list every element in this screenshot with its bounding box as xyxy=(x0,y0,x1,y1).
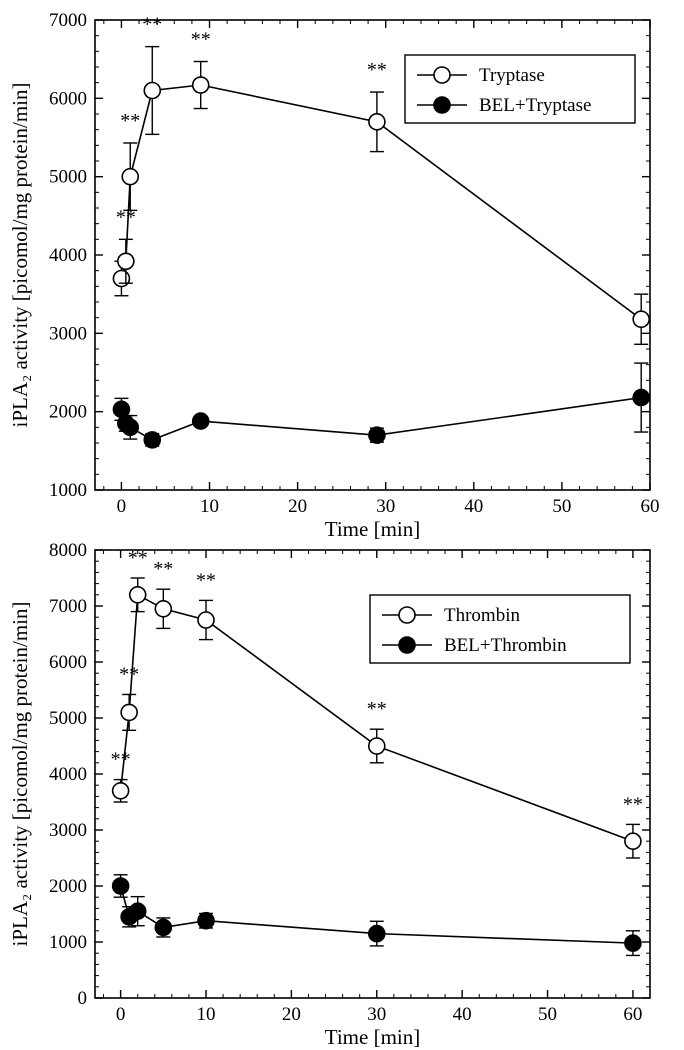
legend-label: Thrombin xyxy=(444,605,520,626)
data-marker xyxy=(144,83,160,99)
x-tick-label: 40 xyxy=(453,1004,472,1025)
y-tick-label: 6000 xyxy=(49,88,87,109)
y-tick-label: 4000 xyxy=(49,764,87,785)
y-tick-label: 3000 xyxy=(49,323,87,344)
x-tick-label: 20 xyxy=(282,1004,301,1025)
panel-bottom: 0 10 20 30 40 50 60 0 1000 2000 3000 4000 5000 6000 70… xyxy=(8,540,650,1049)
x-tick-label: 60 xyxy=(623,1004,642,1025)
y-axis-label: iPLA₂ activity [picomol/mg protein/min] xyxy=(8,82,32,427)
legend-label: BEL+Thrombin xyxy=(444,635,567,656)
legend-marker xyxy=(399,637,415,653)
data-marker xyxy=(155,919,171,935)
data-marker xyxy=(193,413,209,429)
x-tick-label: 30 xyxy=(367,1004,386,1025)
x-tick-label: 10 xyxy=(197,1004,216,1025)
data-marker xyxy=(113,783,129,799)
legend-marker xyxy=(434,67,450,83)
y-tick-label: 7000 xyxy=(49,596,87,617)
significance-label: ** xyxy=(116,206,136,228)
y-tick-label: 2000 xyxy=(49,876,87,897)
y-tick-label: 0 xyxy=(78,988,88,1009)
data-marker xyxy=(633,390,649,406)
legend-marker xyxy=(434,97,450,113)
figure: 0102030405060100020003000400050006000700… xyxy=(0,0,684,1050)
data-marker xyxy=(113,878,129,894)
legend-marker xyxy=(399,607,415,623)
y-tick-label: 1000 xyxy=(49,932,87,953)
data-marker xyxy=(633,311,649,327)
data-marker xyxy=(369,926,385,942)
data-marker xyxy=(121,704,137,720)
x-tick-label: 30 xyxy=(376,496,395,517)
significance-label: ** xyxy=(119,663,139,685)
significance-label: ** xyxy=(367,698,387,720)
significance-label: ** xyxy=(191,29,211,51)
x-axis-label: Time [min] xyxy=(325,1025,420,1049)
significance-label: ** xyxy=(142,14,162,36)
x-tick-label: 20 xyxy=(288,496,307,517)
data-marker xyxy=(369,427,385,443)
significance-label: ** xyxy=(120,110,140,132)
data-marker xyxy=(130,903,146,919)
x-tick-label: 50 xyxy=(538,1004,557,1025)
significance-label: ** xyxy=(623,793,643,815)
x-tick-label: 50 xyxy=(552,496,571,517)
y-tick-label: 5000 xyxy=(49,708,87,729)
data-marker xyxy=(369,738,385,754)
y-axis-label: iPLA₂ activity [picomol/mg protein/min] xyxy=(8,601,32,946)
panel-top: 0 10 20 30 40 50 60 1000 2000 3000 4000 5000 6000 700… xyxy=(8,10,660,541)
data-marker xyxy=(625,935,641,951)
x-tick-label: 40 xyxy=(464,496,483,517)
x-axis-label: Time [min] xyxy=(325,517,420,541)
data-marker xyxy=(113,271,129,287)
data-marker xyxy=(155,601,171,617)
x-tick-label: 10 xyxy=(200,496,219,517)
significance-label: ** xyxy=(153,558,173,580)
y-tick-label: 1000 xyxy=(49,480,87,501)
x-tick-label: 60 xyxy=(641,496,660,517)
data-marker xyxy=(369,114,385,130)
y-tick-label: 7000 xyxy=(49,10,87,31)
data-marker xyxy=(198,612,214,628)
data-marker xyxy=(122,419,138,435)
data-marker xyxy=(122,169,138,185)
y-tick-label: 5000 xyxy=(49,167,87,188)
significance-label: ** xyxy=(128,547,148,569)
y-tick-label: 2000 xyxy=(49,402,87,423)
y-tick-label: 6000 xyxy=(49,652,87,673)
y-tick-label: 4000 xyxy=(49,245,87,266)
data-marker xyxy=(118,253,134,269)
legend-label: BEL+Tryptase xyxy=(479,95,591,116)
significance-label: ** xyxy=(367,59,387,81)
legend-label: Tryptase xyxy=(479,65,545,86)
significance-label: ** xyxy=(111,749,131,771)
y-tick-label: 3000 xyxy=(49,820,87,841)
chart-svg: 0102030405060100020003000400050006000700… xyxy=(0,0,684,1050)
significance-label: ** xyxy=(196,569,216,591)
data-marker xyxy=(193,77,209,93)
data-marker xyxy=(198,913,214,929)
data-marker xyxy=(144,432,160,448)
x-tick-label: 0 xyxy=(117,496,127,517)
data-marker xyxy=(130,587,146,603)
data-marker xyxy=(625,833,641,849)
x-tick-label: 0 xyxy=(116,1004,126,1025)
y-tick-label: 8000 xyxy=(49,540,87,561)
